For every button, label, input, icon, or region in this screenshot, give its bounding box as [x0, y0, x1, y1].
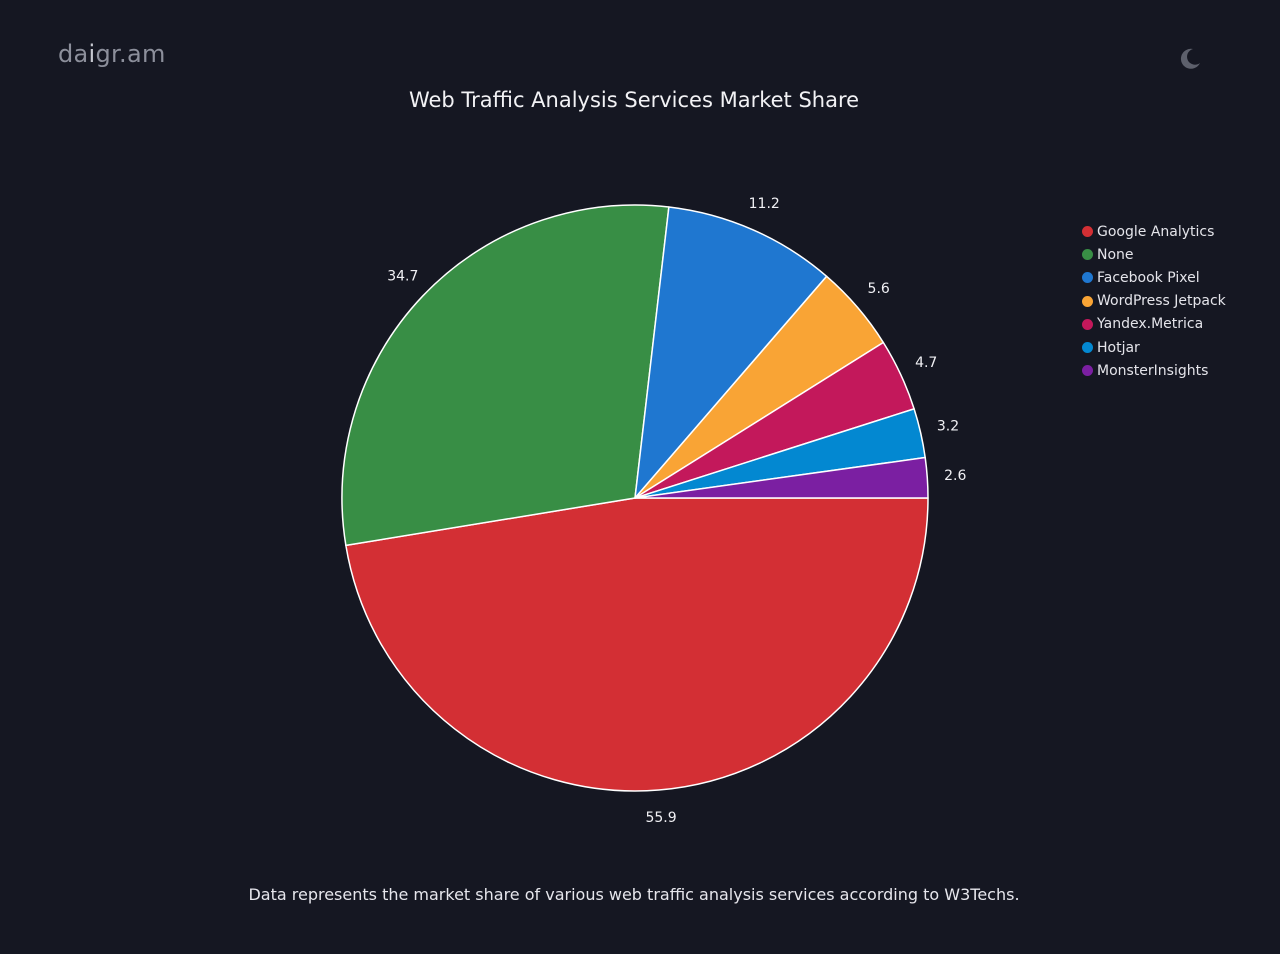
legend-label: MonsterInsights	[1097, 362, 1209, 379]
legend-item[interactable]: Yandex.Metrica	[1082, 313, 1226, 336]
app-logo[interactable]: daigr.am	[58, 40, 166, 68]
legend-swatch	[1082, 365, 1093, 377]
legend-item[interactable]: Google Analytics	[1082, 220, 1226, 243]
data-label: 55.9	[645, 810, 676, 826]
legend-item[interactable]: None	[1082, 243, 1226, 266]
chart-title: Web Traffic Analysis Services Market Sha…	[408, 88, 860, 112]
theme-toggle-button[interactable]	[1176, 44, 1204, 72]
legend-swatch	[1082, 318, 1093, 330]
legend-item[interactable]: Hotjar	[1082, 336, 1226, 359]
legend-swatch	[1082, 342, 1093, 354]
chart-caption: Data represents the market share of vari…	[248, 885, 1020, 904]
legend-label: None	[1097, 246, 1134, 263]
legend-swatch	[1082, 249, 1093, 261]
legend-label: Facebook Pixel	[1097, 269, 1200, 286]
data-label: 3.2	[937, 419, 959, 435]
pie-slice-facebook-pixel[interactable]	[634, 206, 828, 499]
moon-icon	[1180, 48, 1200, 69]
logo-prefix: da	[58, 40, 89, 68]
logo-highlight: i	[88, 40, 96, 68]
logo-suffix: gr.am	[95, 40, 166, 68]
legend-item[interactable]: MonsterInsights	[1082, 359, 1226, 382]
legend-swatch	[1082, 226, 1093, 238]
data-label: 5.6	[868, 281, 890, 297]
chart-legend: Google Analytics None Facebook Pixel WordPr…	[1082, 220, 1226, 382]
pie-slice-google-analytics[interactable]	[345, 497, 929, 792]
data-label: 34.7	[387, 268, 418, 284]
pie-slice-monsterinsights[interactable]	[634, 456, 929, 499]
data-label: 11.2	[749, 196, 780, 212]
legend-item[interactable]: WordPress Jetpack	[1082, 290, 1226, 313]
legend-swatch	[1082, 272, 1093, 284]
legend-label: WordPress Jetpack	[1097, 293, 1226, 310]
legend-swatch	[1082, 295, 1093, 307]
legend-label: Google Analytics	[1097, 223, 1215, 240]
data-label: 2.6	[944, 468, 966, 484]
data-label: 4.7	[915, 355, 937, 371]
legend-item[interactable]: Facebook Pixel	[1082, 266, 1226, 289]
pie-slice-none[interactable]	[341, 204, 670, 547]
legend-label: Yandex.Metrica	[1097, 316, 1204, 333]
legend-label: Hotjar	[1097, 339, 1140, 356]
